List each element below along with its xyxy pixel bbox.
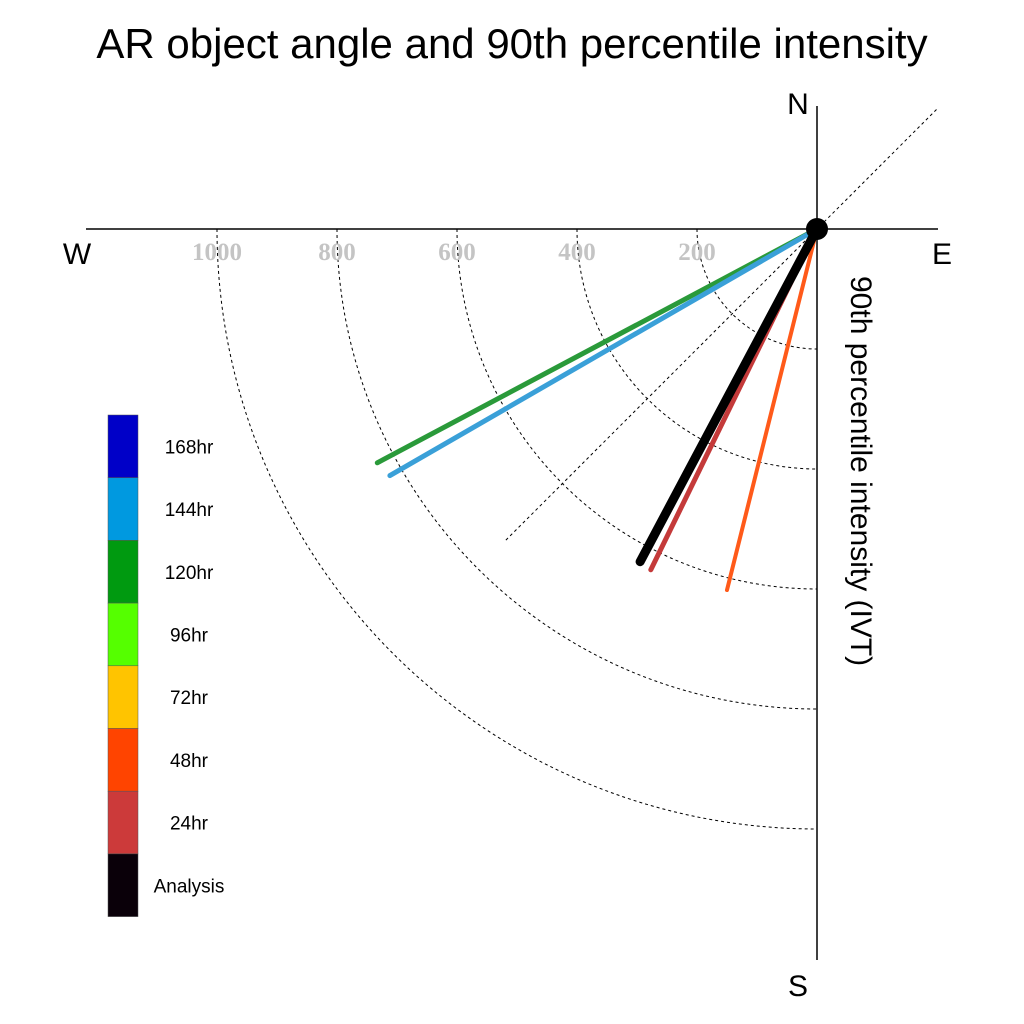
legend: 168hr 144hr 120hr 96hr 72hr 48hr 24hr Analysis [107, 414, 225, 917]
legend-label: 168hr [165, 437, 214, 458]
legend-label: 96hr [170, 626, 209, 647]
legend-swatch [107, 728, 139, 792]
radial-tick-label: 600 [438, 239, 476, 266]
legend-swatch [107, 540, 139, 604]
legend-swatch [107, 665, 139, 729]
east-label: E [932, 238, 952, 271]
grid-layer [216, 108, 938, 830]
chart-title: AR object angle and 90th percentile inte… [96, 20, 927, 67]
legend-label: 144hr [165, 500, 214, 521]
legend-label: Analysis [154, 876, 225, 897]
legend-swatch [107, 477, 139, 541]
legend-label: 48hr [170, 751, 209, 772]
series-line-144hr [387, 226, 820, 479]
series-layer [374, 224, 822, 592]
radial-tick-label: 800 [318, 239, 356, 266]
west-label: W [63, 238, 92, 271]
legend-label: 120hr [165, 563, 214, 584]
radial-tick-label: 200 [678, 239, 716, 266]
legend-swatch [107, 790, 139, 855]
radial-tick-labels: 200 400 600 800 1000 [192, 239, 716, 266]
legend-swatch [107, 414, 139, 478]
series-line-48hr [725, 227, 819, 592]
grid-arc [696, 228, 818, 350]
legend-label: 72hr [170, 688, 209, 709]
grid-arc [216, 228, 818, 830]
series-line-analysis [635, 224, 822, 567]
series-line-120hr [374, 226, 820, 466]
radial-tick-label: 400 [558, 239, 596, 266]
y-axis-label: 90th percentile intensity (IVT) [844, 276, 877, 666]
origin-marker [806, 218, 828, 240]
legend-swatch [107, 853, 139, 917]
legend-swatch [107, 602, 139, 667]
radial-tick-label: 1000 [192, 239, 242, 266]
legend-label: 24hr [170, 814, 209, 835]
north-label: N [787, 88, 809, 121]
south-label: S [788, 970, 808, 1003]
